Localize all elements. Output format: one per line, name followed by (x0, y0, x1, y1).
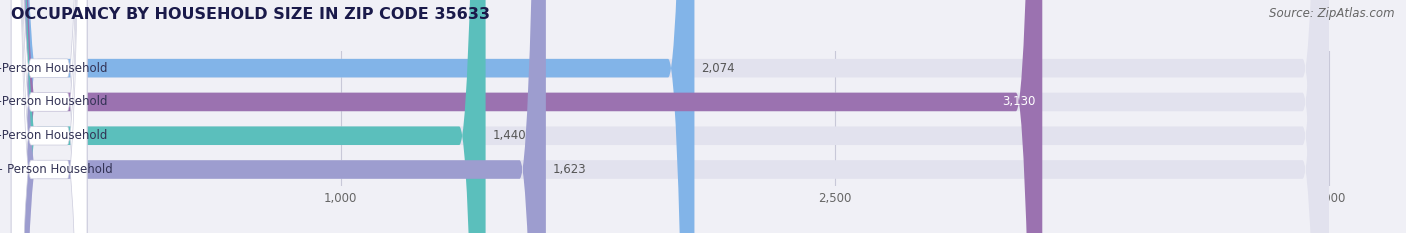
Text: OCCUPANCY BY HOUSEHOLD SIZE IN ZIP CODE 35633: OCCUPANCY BY HOUSEHOLD SIZE IN ZIP CODE … (11, 7, 491, 22)
FancyBboxPatch shape (11, 0, 87, 233)
FancyBboxPatch shape (11, 0, 485, 233)
FancyBboxPatch shape (11, 0, 1329, 233)
Text: 1-Person Household: 1-Person Household (0, 62, 108, 75)
FancyBboxPatch shape (11, 0, 1329, 233)
FancyBboxPatch shape (11, 0, 695, 233)
FancyBboxPatch shape (11, 0, 1042, 233)
FancyBboxPatch shape (11, 0, 1329, 233)
Text: 2,074: 2,074 (702, 62, 735, 75)
FancyBboxPatch shape (11, 0, 1329, 233)
FancyBboxPatch shape (11, 0, 546, 233)
Text: 3,130: 3,130 (1002, 96, 1036, 108)
FancyBboxPatch shape (11, 0, 87, 233)
Text: 4+ Person Household: 4+ Person Household (0, 163, 112, 176)
Text: 1,623: 1,623 (553, 163, 586, 176)
FancyBboxPatch shape (11, 0, 87, 233)
Text: Source: ZipAtlas.com: Source: ZipAtlas.com (1270, 7, 1395, 20)
Text: 3-Person Household: 3-Person Household (0, 129, 108, 142)
Text: 2-Person Household: 2-Person Household (0, 96, 108, 108)
FancyBboxPatch shape (11, 0, 87, 233)
Text: 1,440: 1,440 (492, 129, 526, 142)
